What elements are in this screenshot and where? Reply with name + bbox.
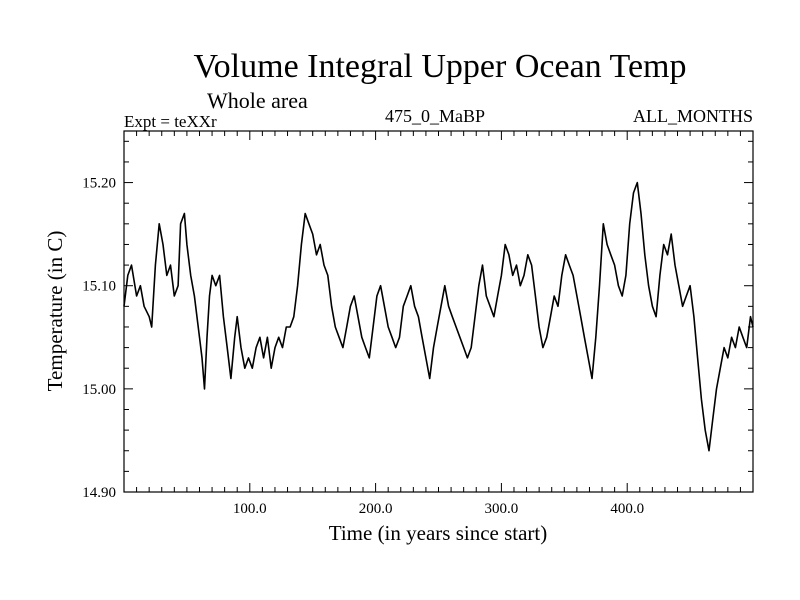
y-tick-label: 15.10 [82, 279, 116, 295]
series-line [123, 181, 754, 452]
x-tick-label: 300.0 [485, 501, 519, 517]
y-tick-label: 15.20 [82, 176, 116, 192]
axis-tick-labels: 100.0 200.0 300.0 400.0 14.90 15.00 15.10 15.20 [82, 176, 644, 517]
y-axis-label: Temperature (in C) [43, 231, 67, 392]
experiment-label: Expt = teXXr [124, 112, 217, 131]
x-tick-label: 400.0 [610, 501, 644, 517]
chart-subtitle: Whole area [207, 88, 308, 113]
x-tick-label: 200.0 [359, 501, 393, 517]
months-label: ALL_MONTHS [633, 106, 753, 126]
x-axis-label: Time (in years since start) [329, 521, 548, 545]
plot-frame [123, 130, 754, 493]
axis-ticks [124, 131, 753, 492]
x-tick-label: 100.0 [233, 501, 267, 517]
run-label: 475_0_MaBP [385, 106, 486, 126]
y-tick-label: 14.90 [82, 485, 116, 501]
y-tick-label: 15.00 [82, 382, 116, 398]
chart-title: Volume Integral Upper Ocean Temp [193, 48, 687, 85]
